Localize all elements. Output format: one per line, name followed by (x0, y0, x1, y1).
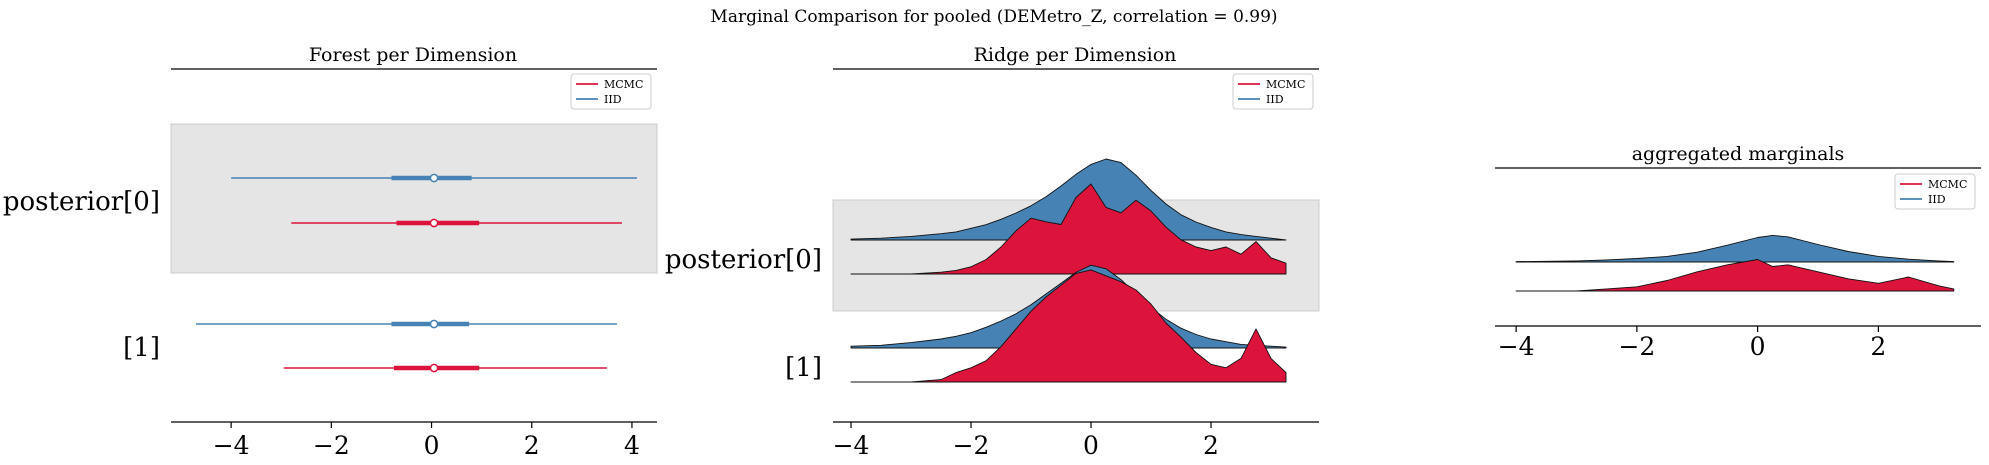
x-tick-label: −2 (953, 431, 990, 460)
x-tick-label: 2 (1870, 332, 1886, 361)
x-tick-label: 2 (1203, 431, 1219, 460)
ridge-panel-title: Ridge per Dimension (974, 44, 1177, 66)
legend-label-mcmc: MCMC (1928, 178, 1967, 191)
mcmc-density (850, 269, 1287, 383)
iid-density (1515, 234, 1955, 263)
legend-label-iid: IID (1928, 193, 1946, 206)
mcmc-median-point (429, 218, 439, 228)
x-tick-label: 0 (1750, 332, 1766, 361)
iid-median-point (429, 319, 439, 329)
x-tick-label: 4 (624, 431, 640, 460)
aggregated-panel: aggregated marginals −4 −2 0 2 MCMC IID (1495, 143, 1981, 361)
legend-box (1894, 173, 1976, 210)
forest-panel-title: Forest per Dimension (309, 44, 517, 66)
legend-label-mcmc: MCMC (604, 78, 643, 91)
x-tick-label: −4 (1498, 332, 1535, 361)
mcmc-density (1515, 259, 1955, 292)
x-tick-label: −2 (313, 431, 350, 460)
mcmc-density (850, 183, 1287, 275)
iid-density (850, 158, 1287, 241)
mcmc-median-point (429, 363, 439, 373)
x-tick-label: −4 (213, 431, 250, 460)
iid-median-point (429, 173, 439, 183)
legend-label-iid: IID (604, 93, 622, 106)
legend-label-mcmc: MCMC (1266, 78, 1305, 91)
legend-box (1232, 73, 1314, 110)
row-band (170, 123, 658, 274)
row-label-posterior-0: posterior[0] (3, 187, 160, 217)
x-tick-label: 0 (424, 431, 440, 460)
row-label-1: [1] (123, 333, 160, 363)
forest-panel: Forest per Dimension −4 −2 0 2 4 MCMC IID poste… (3, 44, 658, 460)
x-tick-label: −4 (833, 431, 870, 460)
aggregated-panel-title: aggregated marginals (1632, 143, 1845, 165)
row-label-1: [1] (785, 353, 822, 383)
ridge-panel: Ridge per Dimension −4 −2 0 2 MCMC IID posteri… (665, 44, 1320, 460)
figure-title: Marginal Comparison for pooled (DEMetro_… (710, 7, 1277, 27)
legend-box (570, 73, 652, 110)
x-tick-label: 0 (1083, 431, 1099, 460)
x-tick-label: 2 (524, 431, 540, 460)
x-tick-label: −2 (1618, 332, 1655, 361)
row-label-posterior-0: posterior[0] (665, 245, 822, 275)
legend-label-iid: IID (1266, 93, 1284, 106)
